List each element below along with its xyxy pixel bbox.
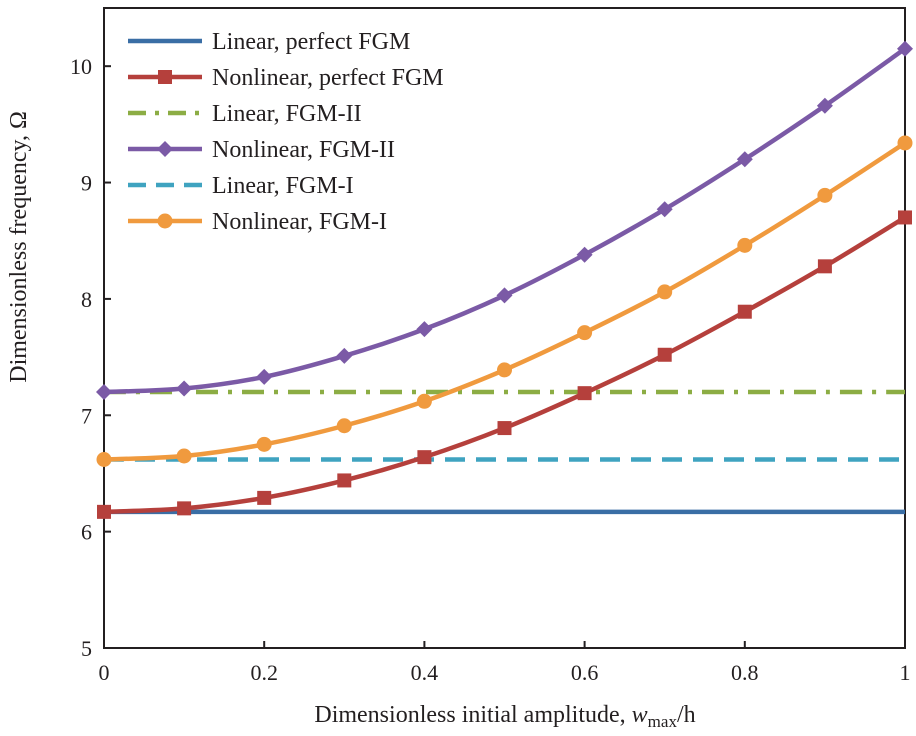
series-1-marker bbox=[817, 259, 832, 274]
series-3-marker bbox=[256, 368, 273, 385]
series-1-marker bbox=[177, 501, 192, 516]
legend-marker bbox=[157, 141, 173, 157]
legend-marker bbox=[158, 70, 172, 84]
series-3 bbox=[96, 40, 913, 400]
y-tick-label: 7 bbox=[81, 403, 92, 428]
series-3-marker bbox=[176, 380, 193, 397]
legend: Linear, perfect FGM Nonlinear, perfect FG… bbox=[128, 29, 444, 235]
x-tick-label: 0.8 bbox=[731, 660, 759, 685]
y-axis-title: Dimensionless frequency, Ω bbox=[6, 111, 32, 383]
y-tick-label: 5 bbox=[81, 636, 92, 661]
series-3-marker bbox=[496, 287, 513, 304]
x-tick-label: 0 bbox=[99, 660, 110, 685]
legend-item: Nonlinear, FGM-II bbox=[128, 137, 395, 163]
x-tick-label: 0.4 bbox=[411, 660, 439, 685]
x-tick-label: 1 bbox=[900, 660, 911, 685]
series-1 bbox=[97, 210, 912, 519]
y-tick-label: 9 bbox=[81, 171, 92, 196]
series-3-marker bbox=[336, 347, 353, 364]
series-1-marker bbox=[898, 210, 912, 225]
series-5 bbox=[96, 135, 913, 467]
series-5-marker bbox=[737, 237, 753, 253]
series-5-marker bbox=[577, 325, 593, 341]
series-5-marker bbox=[176, 448, 192, 464]
x-axis-title: Dimensionless initial amplitude, wmax/h bbox=[314, 702, 695, 731]
plot-area bbox=[103, 7, 906, 649]
legend-marker bbox=[157, 213, 173, 229]
series-5-marker bbox=[497, 362, 512, 378]
x-tick-label: 0.2 bbox=[250, 660, 278, 685]
plot-border bbox=[103, 7, 906, 649]
series-layer bbox=[96, 40, 913, 519]
series-1-marker bbox=[737, 304, 752, 319]
legend-item: Nonlinear, perfect FGM bbox=[128, 65, 444, 91]
y-tick-label: 6 bbox=[81, 520, 92, 545]
series-3-marker bbox=[816, 97, 833, 114]
series-5-marker bbox=[416, 393, 432, 409]
series-3-marker bbox=[897, 40, 913, 57]
legend-label: Linear, FGM-II bbox=[212, 101, 362, 127]
legend-label: Linear, FGM-I bbox=[212, 173, 354, 199]
legend-label: Nonlinear, perfect FGM bbox=[212, 65, 444, 91]
series-1-marker bbox=[497, 421, 512, 436]
series-3-marker bbox=[656, 201, 673, 218]
legend-label: Nonlinear, FGM-I bbox=[212, 209, 387, 235]
legend-item: Linear, FGM-I bbox=[128, 173, 354, 199]
series-1-marker bbox=[257, 490, 272, 505]
series-3-marker bbox=[576, 246, 593, 263]
axes-layer: 5 6 7 8 9 10 0 0.2 0.4 0.6 0.8 1 bbox=[70, 54, 911, 685]
series-1-marker bbox=[417, 450, 432, 465]
series-5-marker bbox=[657, 284, 673, 300]
legend-label: Nonlinear, FGM-II bbox=[212, 137, 395, 163]
y-tick-label: 10 bbox=[70, 54, 92, 79]
y-tick-label: 8 bbox=[81, 287, 92, 312]
legend-label: Linear, perfect FGM bbox=[212, 29, 410, 55]
series-5-marker bbox=[897, 135, 913, 151]
series-1-marker bbox=[577, 386, 592, 401]
series-3-marker bbox=[96, 384, 112, 400]
series-5-marker bbox=[336, 418, 352, 434]
series-1-marker bbox=[337, 473, 352, 488]
series-5-marker bbox=[817, 187, 833, 203]
series-1-marker bbox=[657, 347, 672, 362]
legend-item: Linear, perfect FGM bbox=[128, 29, 410, 55]
series-1-marker bbox=[97, 504, 111, 519]
legend-item: Nonlinear, FGM-I bbox=[128, 209, 387, 235]
series-3-marker bbox=[416, 321, 433, 338]
legend-item: Linear, FGM-II bbox=[128, 101, 362, 127]
series-3-marker bbox=[736, 151, 753, 168]
series-5-marker bbox=[96, 451, 112, 467]
series-5-marker bbox=[256, 436, 272, 452]
x-tick-label: 0.6 bbox=[571, 660, 599, 685]
